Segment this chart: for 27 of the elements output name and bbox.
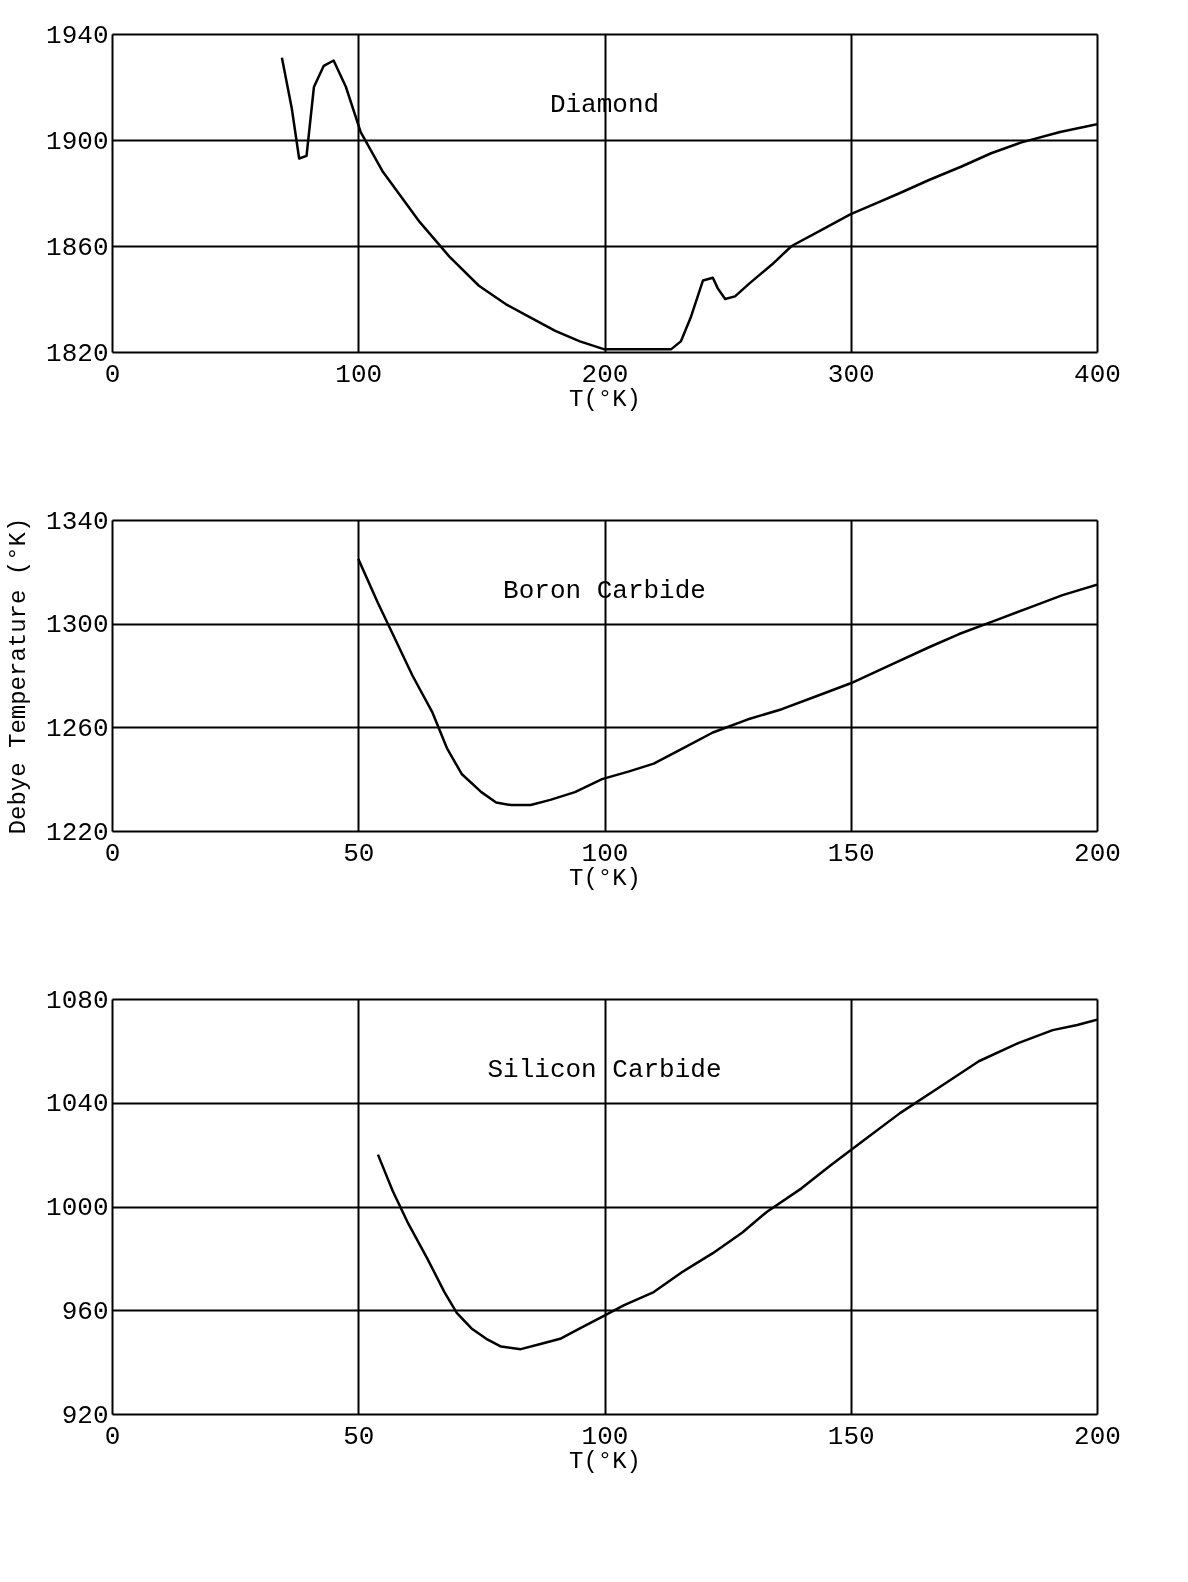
y-tick-label: 1300 xyxy=(46,610,109,641)
x-tick-label: 200 xyxy=(1074,838,1121,869)
x-tick-label: 0 xyxy=(104,838,121,869)
x-tick-label: 50 xyxy=(343,838,375,869)
x-tick-label: 0 xyxy=(104,1421,121,1452)
x-tick-label: 100 xyxy=(335,359,383,390)
x-tick-label: 150 xyxy=(827,838,875,869)
y-axis-title: Debye Temperature (°K) xyxy=(5,517,33,835)
y-tick-label: 1900 xyxy=(46,126,109,157)
y-tick-label: 1260 xyxy=(46,713,109,744)
y-tick-label: 1040 xyxy=(46,1089,109,1120)
x-tick-label: 0 xyxy=(104,359,121,390)
y-tick-label: 1080 xyxy=(46,985,109,1016)
x-tick-label: 50 xyxy=(343,1421,375,1452)
x-axis-title: T(°K) xyxy=(568,864,642,892)
y-tick-label: 1000 xyxy=(46,1193,109,1223)
y-tick-label: 1940 xyxy=(46,20,109,51)
x-tick-label: 300 xyxy=(827,359,875,390)
y-tick-label: 1860 xyxy=(46,232,109,263)
x-tick-label: 200 xyxy=(1074,1421,1121,1452)
text: Silicon Carbide xyxy=(487,1055,722,1085)
x-tick-label: 150 xyxy=(827,1421,875,1452)
x-axis-title: T(°K) xyxy=(568,385,642,413)
x-tick-label: 400 xyxy=(1074,359,1121,390)
x-axis-title: T(°K) xyxy=(568,1447,642,1475)
y-tick-label: 1340 xyxy=(46,506,109,537)
y-tick-label: 960 xyxy=(61,1296,109,1327)
